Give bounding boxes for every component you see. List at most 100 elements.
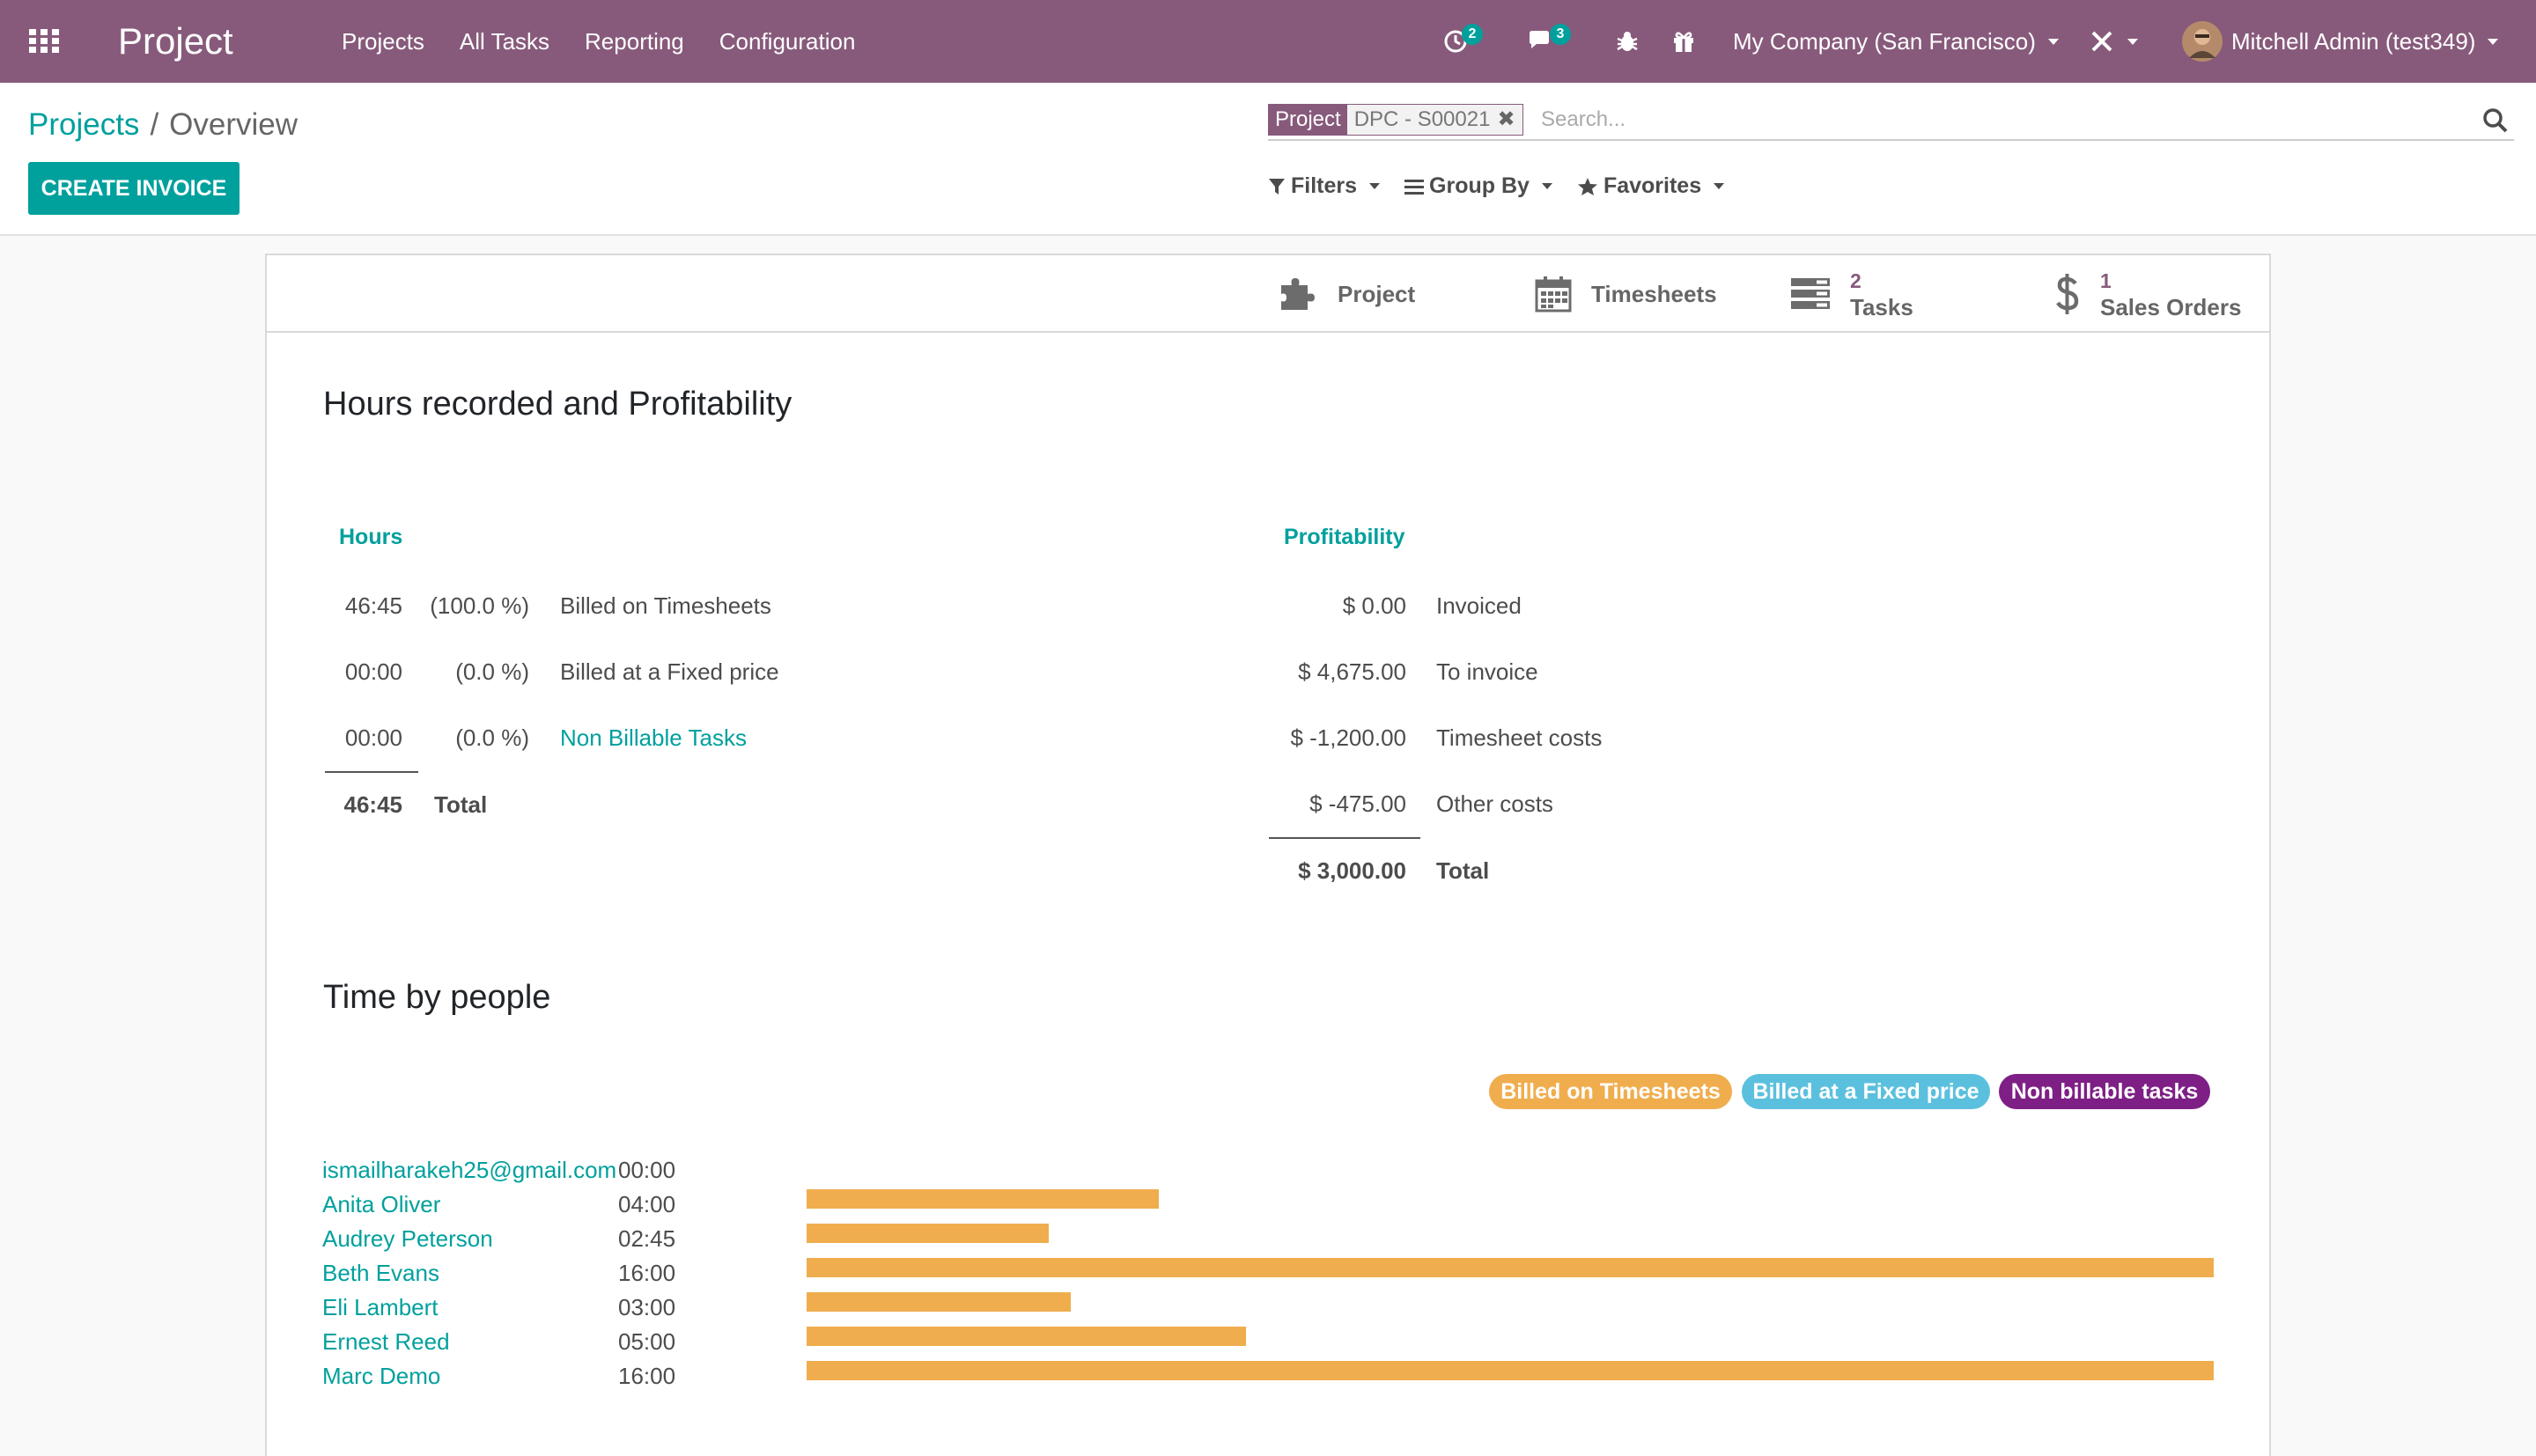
profitability-total-amount: $ 3,000.00 xyxy=(1298,857,1406,884)
activity-menu[interactable]: 2 xyxy=(1442,21,1483,62)
person-hours: 05:00 xyxy=(618,1328,676,1355)
profitability-label: Invoiced xyxy=(1436,592,1522,619)
menu-reporting[interactable]: Reporting xyxy=(585,28,684,55)
profitability-total-divider xyxy=(1269,837,1420,839)
user-name: Mitchell Admin (test349) xyxy=(2231,27,2476,55)
puzzle-piece-icon xyxy=(1281,278,1315,310)
hours-profitability-title: Hours recorded and Profitability xyxy=(323,386,792,423)
person-hours: 03:00 xyxy=(618,1294,676,1320)
breadcrumb-projects[interactable]: Projects xyxy=(28,107,140,142)
person-name-link[interactable]: ismailharakeh25@gmail.com xyxy=(322,1157,617,1183)
person-name-link[interactable]: Audrey Peterson xyxy=(322,1225,493,1252)
profitability-label: Timesheet costs xyxy=(1436,724,1603,751)
profitability-heading: Profitability xyxy=(1284,525,1405,549)
tasks-count: 2 xyxy=(1850,269,1861,292)
app-title[interactable]: Project xyxy=(118,20,233,62)
person-hours: 02:45 xyxy=(618,1225,676,1252)
filters-label: Filters xyxy=(1291,173,1358,198)
chevron-down-icon xyxy=(2047,38,2059,45)
company-switcher[interactable]: My Company (San Francisco) xyxy=(1733,21,2059,62)
profitability-label: To invoice xyxy=(1436,658,1538,685)
tools-icon xyxy=(2091,31,2112,52)
hours-row-pct: (0.0 %) xyxy=(455,658,529,685)
search-options: Filters Group By Favorites xyxy=(1268,173,1725,199)
profitability-total-label: Total xyxy=(1436,857,1490,884)
breadcrumb: Projects / Overview xyxy=(28,104,298,146)
filters-dropdown[interactable]: Filters xyxy=(1268,173,1381,199)
timesheets-stat-button[interactable]: Timesheets xyxy=(1535,255,1717,333)
time-bar-billed-timesheets xyxy=(807,1361,2214,1380)
non-billable-tasks-link[interactable]: Non Billable Tasks xyxy=(560,724,747,751)
dollar-icon xyxy=(2056,274,2079,314)
breadcrumb-separator: / xyxy=(150,107,159,142)
facet-remove-icon[interactable]: ✖ xyxy=(1497,105,1522,135)
person-hours: 00:00 xyxy=(618,1157,676,1183)
hours-total-label: Total xyxy=(434,791,488,818)
facet-label: Project xyxy=(1269,105,1347,135)
debug-menu[interactable] xyxy=(1615,21,1640,62)
sales-orders-stat-button[interactable]: 1 Sales Orders xyxy=(2054,255,2241,333)
menu-all-tasks[interactable]: All Tasks xyxy=(459,28,550,55)
person-hours: 16:00 xyxy=(618,1260,676,1286)
time-bar-billed-timesheets xyxy=(807,1292,1071,1312)
hours-row-pct: (100.0 %) xyxy=(430,592,529,619)
time-bar-billed-timesheets xyxy=(807,1258,2214,1277)
calendar-icon xyxy=(1535,276,1572,313)
sales-orders-stat-label: Sales Orders xyxy=(2100,294,2242,320)
person-name-link[interactable]: Marc Demo xyxy=(322,1363,441,1389)
legend-billed-fixed-price: Billed at a Fixed price xyxy=(1742,1074,1990,1109)
bug-icon xyxy=(1617,32,1638,51)
chevron-down-icon xyxy=(2488,38,2499,45)
hours-total-time: 46:45 xyxy=(343,791,403,818)
messages-badge: 3 xyxy=(1550,24,1571,45)
chevron-down-icon xyxy=(1541,183,1552,189)
legend-billed-timesheets: Billed on Timesheets xyxy=(1489,1074,1732,1109)
sales-orders-count: 1 xyxy=(2100,269,2112,292)
person-name-link[interactable]: Ernest Reed xyxy=(322,1328,450,1355)
person-hours: 16:00 xyxy=(618,1363,676,1389)
facet-value: DPC - S00021 xyxy=(1346,105,1498,135)
time-bar-billed-timesheets xyxy=(807,1327,1246,1346)
apps-grid-icon[interactable] xyxy=(29,29,59,54)
stat-button-box: Project Timesheets 2 Tasks 1 Sales Order xyxy=(267,255,2269,333)
activity-badge: 2 xyxy=(1462,24,1483,45)
messaging-menu[interactable]: 3 xyxy=(1527,21,1571,62)
search-input[interactable] xyxy=(1541,104,2466,136)
menu-projects[interactable]: Projects xyxy=(342,28,424,55)
person-name-link[interactable]: Beth Evans xyxy=(322,1260,439,1286)
tasks-stat-button[interactable]: 2 Tasks xyxy=(1790,255,1913,333)
chevron-down-icon xyxy=(2127,38,2138,45)
hours-row-label: Billed on Timesheets xyxy=(560,592,771,619)
hours-row-pct: (0.0 %) xyxy=(455,724,529,751)
company-name: My Company (San Francisco) xyxy=(1733,27,2036,55)
profitability-amount: $ -475.00 xyxy=(1309,791,1406,817)
main-menu: Projects All Tasks Reporting Configurati… xyxy=(342,25,855,58)
favorites-dropdown[interactable]: Favorites xyxy=(1577,173,1725,199)
create-invoice-button[interactable]: CREATE INVOICE xyxy=(28,162,240,215)
group-by-dropdown[interactable]: Group By xyxy=(1404,173,1552,199)
time-by-people-title: Time by people xyxy=(323,979,551,1016)
gift-menu[interactable] xyxy=(1671,21,1696,62)
bars-icon xyxy=(1404,179,1425,195)
tools-menu[interactable] xyxy=(2089,21,2138,62)
person-name-link[interactable]: Eli Lambert xyxy=(322,1294,439,1320)
profitability-label: Other costs xyxy=(1436,791,1553,817)
profitability-amount: $ 4,675.00 xyxy=(1298,658,1406,685)
person-name-link[interactable]: Anita Oliver xyxy=(322,1191,441,1217)
project-stat-button[interactable]: Project xyxy=(1279,255,1415,333)
menu-configuration[interactable]: Configuration xyxy=(719,28,856,55)
project-stat-label: Project xyxy=(1338,281,1416,307)
hours-total-divider xyxy=(325,771,418,773)
profitability-amount: $ -1,200.00 xyxy=(1290,724,1406,751)
search-icon[interactable] xyxy=(2482,107,2509,134)
overview-sheet: Project Timesheets 2 Tasks 1 Sales Order xyxy=(265,254,2271,1456)
tasks-icon xyxy=(1791,278,1830,309)
timesheets-stat-label: Timesheets xyxy=(1591,281,1717,307)
page-title: Overview xyxy=(169,107,299,142)
tasks-stat-label: Tasks xyxy=(1850,294,1913,320)
user-menu[interactable]: Mitchell Admin (test349) xyxy=(2182,21,2499,62)
favorites-label: Favorites xyxy=(1603,173,1702,198)
gift-icon xyxy=(1674,32,1693,52)
search-facet: Project DPC - S00021 ✖ xyxy=(1268,104,1523,136)
chevron-down-icon xyxy=(1369,183,1381,189)
